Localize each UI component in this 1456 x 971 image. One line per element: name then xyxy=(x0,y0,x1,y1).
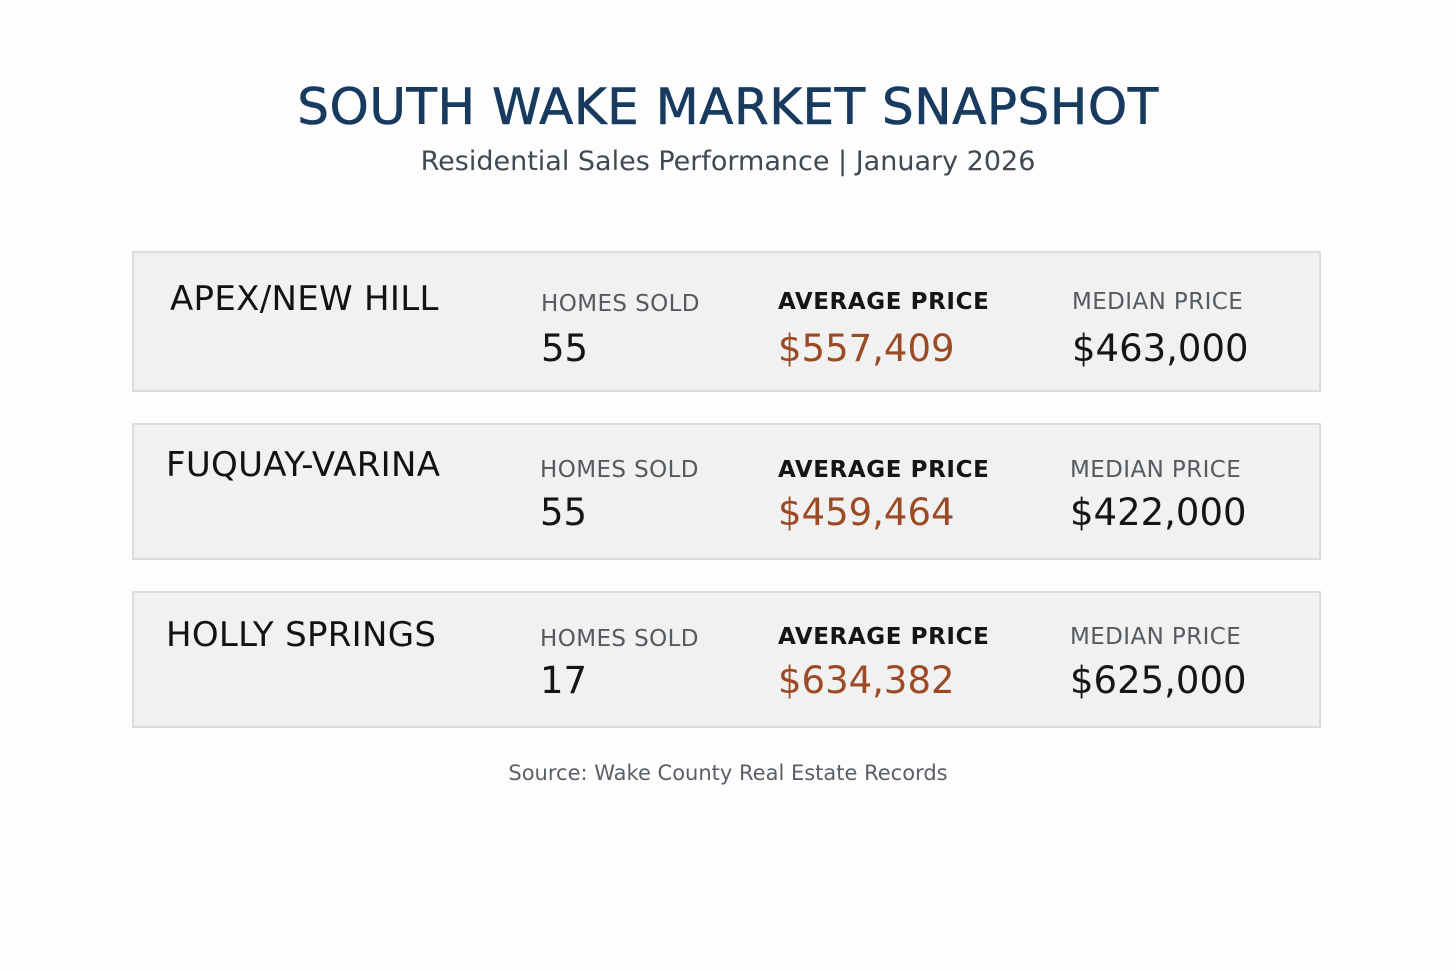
homes-sold-label: HOMES SOLD xyxy=(541,291,700,317)
average-price-value: $557,409 xyxy=(778,327,955,370)
homes-sold-label: HOMES SOLD xyxy=(540,457,699,483)
homes-sold-value: 17 xyxy=(540,659,588,702)
median-price-label: MEDIAN PRICE xyxy=(1072,289,1244,315)
market-name: APEX/NEW HILL xyxy=(170,279,439,319)
homes-sold-label: HOMES SOLD xyxy=(540,626,699,652)
median-price-value: $463,000 xyxy=(1072,327,1249,370)
average-price-label: AVERAGE PRICE xyxy=(778,289,990,315)
median-price-value: $422,000 xyxy=(1070,491,1247,534)
market-card-holly-springs: HOLLY SPRINGS HOMES SOLD 17 AVERAGE PRIC… xyxy=(132,591,1321,728)
average-price-value: $634,382 xyxy=(778,659,955,702)
median-price-label: MEDIAN PRICE xyxy=(1070,457,1242,483)
average-price-value: $459,464 xyxy=(778,491,955,534)
average-price-label: AVERAGE PRICE xyxy=(778,624,990,650)
average-price-label: AVERAGE PRICE xyxy=(778,457,990,483)
market-name: HOLLY SPRINGS xyxy=(166,615,437,655)
market-card-fuquay: FUQUAY-VARINA HOMES SOLD 55 AVERAGE PRIC… xyxy=(132,423,1321,560)
median-price-label: MEDIAN PRICE xyxy=(1070,624,1242,650)
homes-sold-value: 55 xyxy=(540,491,588,534)
page-subtitle: Residential Sales Performance | January … xyxy=(420,146,1036,177)
market-card-apex: APEX/NEW HILL HOMES SOLD 55 AVERAGE PRIC… xyxy=(132,251,1321,392)
page-title: SOUTH WAKE MARKET SNAPSHOT xyxy=(297,78,1159,137)
market-name: FUQUAY-VARINA xyxy=(166,445,441,485)
source-note: Source: Wake County Real Estate Records xyxy=(508,761,948,785)
homes-sold-value: 55 xyxy=(541,327,589,370)
median-price-value: $625,000 xyxy=(1070,659,1247,702)
